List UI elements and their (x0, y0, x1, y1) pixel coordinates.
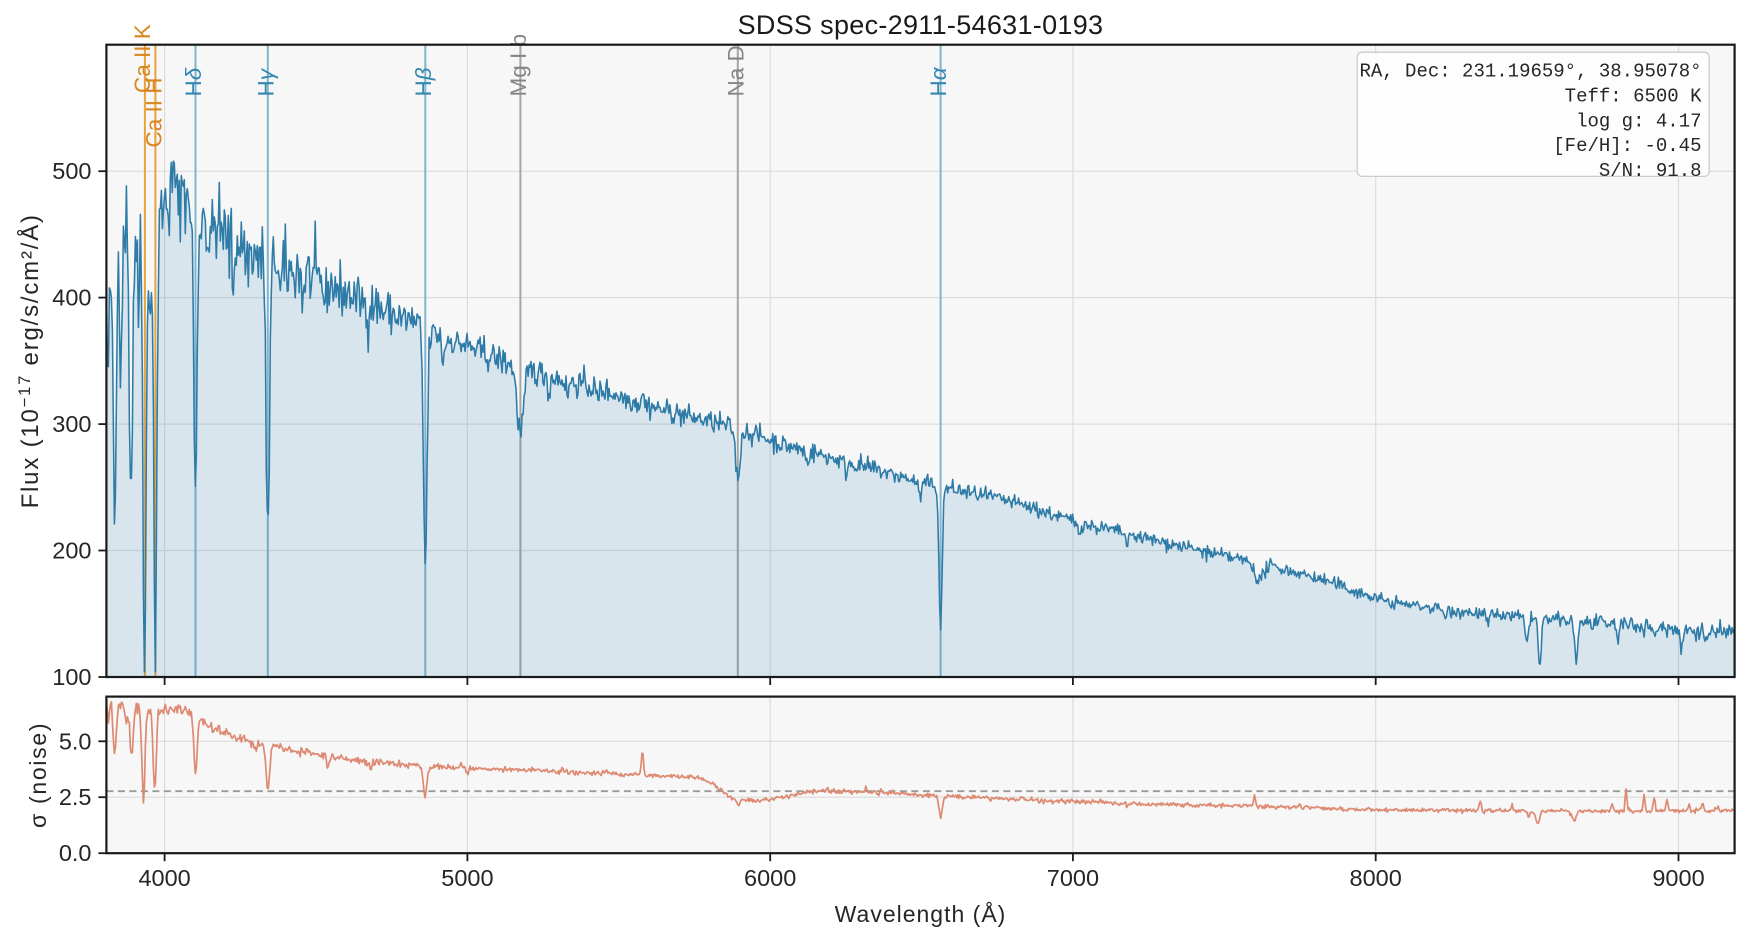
svg-text:σ (noise): σ (noise) (25, 722, 51, 828)
svg-text:Hβ: Hβ (411, 67, 436, 96)
svg-text:Mg I b: Mg I b (506, 34, 531, 97)
svg-text:7000: 7000 (1047, 865, 1099, 891)
svg-text:Na D: Na D (723, 45, 748, 96)
svg-text:200: 200 (52, 538, 91, 564)
svg-text:log g: 4.17: log g: 4.17 (1576, 110, 1701, 132)
svg-text:RA, Dec: 231.19659°, 38.95078°: RA, Dec: 231.19659°, 38.95078° (1359, 61, 1701, 83)
svg-text:400: 400 (52, 285, 91, 311)
svg-text:4000: 4000 (138, 865, 190, 891)
svg-text:S/N: 91.8: S/N: 91.8 (1599, 160, 1702, 182)
svg-text:2.5: 2.5 (59, 784, 92, 810)
svg-text:8000: 8000 (1350, 865, 1402, 891)
svg-text:6000: 6000 (744, 865, 796, 891)
svg-text:300: 300 (52, 411, 91, 437)
svg-text:500: 500 (52, 158, 91, 184)
svg-text:9000: 9000 (1652, 865, 1704, 891)
svg-text:Ca II H: Ca II H (141, 77, 166, 147)
svg-text:100: 100 (52, 664, 91, 690)
svg-text:Wavelength (Å): Wavelength (Å) (835, 900, 1007, 927)
svg-text:Ca II K: Ca II K (130, 24, 155, 93)
svg-text:5000: 5000 (441, 865, 493, 891)
svg-text:Flux (10−17 erg/s/cm²/Å): Flux (10−17 erg/s/cm²/Å) (16, 213, 44, 508)
svg-text:Hγ: Hγ (253, 67, 278, 96)
svg-text:0.0: 0.0 (59, 840, 92, 866)
svg-text:SDSS spec-2911-54631-0193: SDSS spec-2911-54631-0193 (738, 10, 1104, 40)
svg-text:Teff: 6500 K: Teff: 6500 K (1565, 86, 1702, 108)
svg-text:[Fe/H]: -0.45: [Fe/H]: -0.45 (1553, 135, 1701, 157)
svg-text:5.0: 5.0 (59, 728, 92, 754)
svg-text:Hα: Hα (926, 66, 951, 96)
svg-text:Hδ: Hδ (181, 67, 206, 96)
